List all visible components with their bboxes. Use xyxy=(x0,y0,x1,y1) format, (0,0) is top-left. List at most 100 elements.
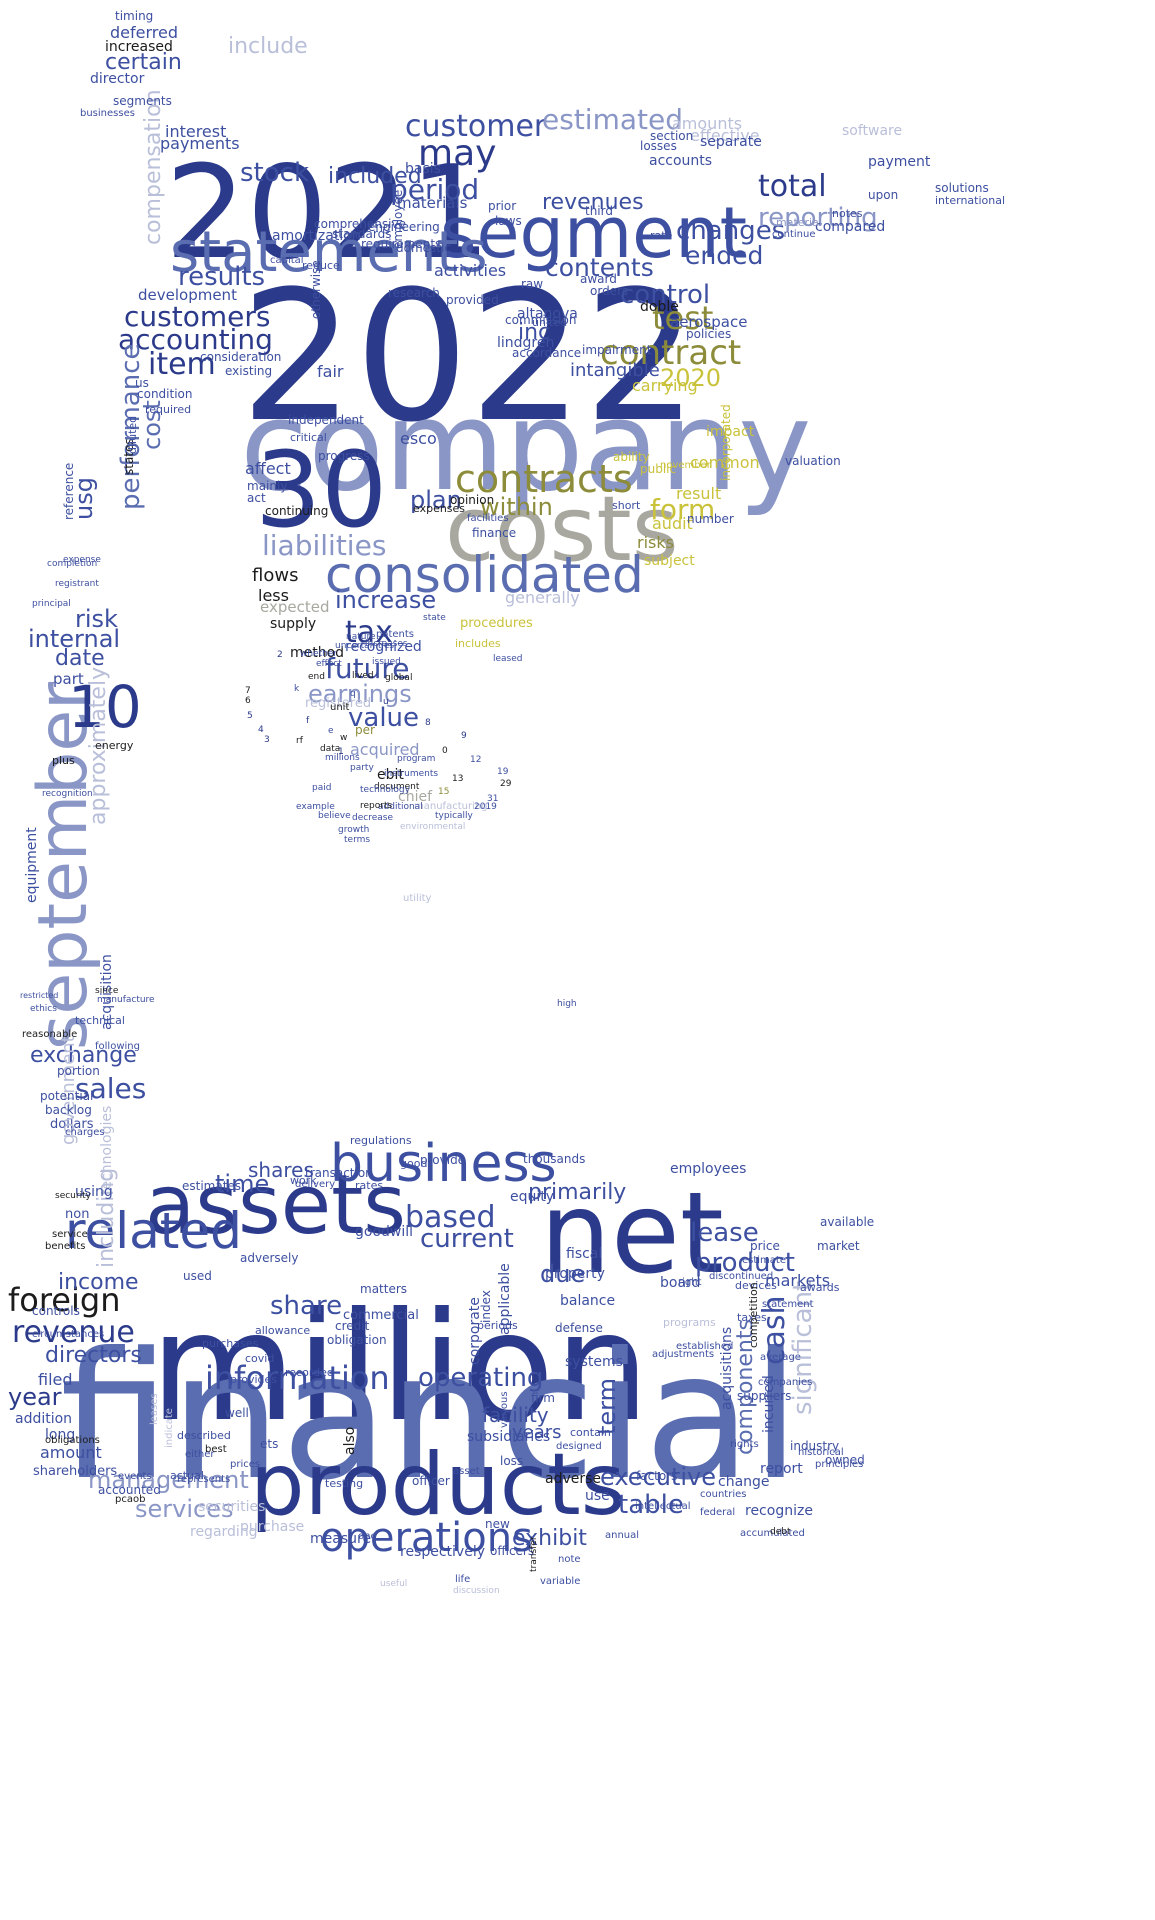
cloud-word-asset: asset xyxy=(453,1466,480,1477)
cloud-word-purchases: purchases xyxy=(202,1337,259,1350)
cloud-word-increase: increase xyxy=(335,586,437,614)
cloud-word-policies: policies xyxy=(686,327,732,341)
cloud-word-based: based xyxy=(405,1200,496,1235)
cloud-word-adverse: adverse xyxy=(545,1471,602,1487)
cloud-word-energy: energy xyxy=(95,739,134,752)
cloud-word-otherwise: otherwise xyxy=(309,260,323,319)
cloud-word-2022: 2022 xyxy=(240,253,699,462)
cloud-word-registrant: registrant xyxy=(55,579,99,589)
cloud-word-short: short xyxy=(612,499,641,512)
cloud-word-information: information xyxy=(205,1359,390,1397)
cloud-word-mainly: mainly xyxy=(247,479,288,493)
cloud-word-exhibit: exhibit xyxy=(512,1526,587,1551)
cloud-word-decrease: decrease xyxy=(352,813,393,823)
cloud-word-product: product xyxy=(695,1248,796,1278)
cloud-word-new: new xyxy=(485,1517,510,1531)
cloud-word-13: 13 xyxy=(452,774,464,784)
cloud-word-number: number xyxy=(687,512,734,526)
cloud-word-5: 5 xyxy=(247,711,253,721)
cloud-word-third: third xyxy=(585,204,613,218)
cloud-word-include: include xyxy=(228,34,308,59)
cloud-word-current: current xyxy=(420,1224,514,1254)
cloud-word-manufacture: manufacture xyxy=(97,995,155,1005)
cloud-word-future: future xyxy=(325,652,410,685)
cloud-word-recognized: recognized xyxy=(345,639,422,655)
cloud-word-customers: customers xyxy=(124,300,271,333)
cloud-word-thousands: thousands xyxy=(523,1152,586,1166)
cloud-word-competition: competition xyxy=(747,1282,760,1348)
cloud-word-officers: officers xyxy=(490,1544,535,1558)
cloud-word-united: united xyxy=(532,316,568,329)
cloud-word-recognize: recognize xyxy=(745,1503,813,1519)
cloud-word-results: results xyxy=(178,262,266,292)
cloud-word-various: various xyxy=(499,1391,510,1428)
cloud-word-terms: terms xyxy=(344,835,371,845)
cloud-word-variable: variable xyxy=(540,1576,581,1587)
cloud-word-prior: prior xyxy=(488,199,517,213)
cloud-word-continuing: continuing xyxy=(265,504,329,518)
cloud-word-q: q xyxy=(350,689,356,699)
cloud-word-rates: rates xyxy=(355,1179,384,1192)
cloud-word-procedures: procedures xyxy=(460,616,533,631)
cloud-word-29: 29 xyxy=(500,779,512,789)
cloud-word-respectively: respectively xyxy=(400,1544,486,1560)
cloud-word-work: work xyxy=(290,1174,317,1187)
cloud-word-risks: risks xyxy=(637,533,674,552)
cloud-word-15: 15 xyxy=(438,787,450,797)
cloud-word-equity: equity xyxy=(510,1189,555,1205)
cloud-word-existing: existing xyxy=(225,364,273,378)
cloud-word-state: state xyxy=(423,613,446,623)
cloud-word-part: part xyxy=(53,670,84,688)
cloud-word-result: result xyxy=(676,484,722,503)
cloud-word-designed: designed xyxy=(556,1441,602,1452)
cloud-word-typically: typically xyxy=(435,811,473,821)
cloud-word-environmental: environmental xyxy=(400,822,466,832)
cloud-word-f: f xyxy=(306,716,310,726)
cloud-word-issued: issued xyxy=(372,657,401,667)
cloud-word-assets: assets xyxy=(145,1158,407,1253)
cloud-word-opinion: opinion xyxy=(450,493,495,507)
cloud-word-method: method xyxy=(290,645,345,661)
cloud-word-also: also xyxy=(342,1426,358,1455)
cloud-word-utility: utility xyxy=(403,893,432,904)
cloud-word-adjustments: adjustments xyxy=(652,1349,715,1360)
cloud-word-0: 0 xyxy=(442,746,448,756)
cloud-word-historical: historical xyxy=(798,1447,844,1458)
cloud-word-critical: critical xyxy=(290,431,327,444)
cloud-word-years: years xyxy=(512,1422,562,1443)
cloud-word-businesses: businesses xyxy=(80,108,135,119)
cloud-word-technology: technology xyxy=(360,785,410,795)
cloud-word-timing: timing xyxy=(115,9,154,23)
cloud-word-solutions: solutions xyxy=(935,181,989,195)
cloud-word-paid: paid xyxy=(312,783,332,793)
cloud-word-suppliers: suppliers xyxy=(737,1389,792,1403)
cloud-word-impact: impact xyxy=(706,424,755,440)
cloud-word-following: following xyxy=(95,1041,140,1052)
cloud-word-markets: markets xyxy=(765,1271,831,1290)
cloud-word-property: property xyxy=(545,1266,605,1282)
cloud-word-factors: factors xyxy=(636,1469,678,1483)
cloud-word-ets: ets xyxy=(260,1437,279,1451)
cloud-word-director: director xyxy=(90,71,145,87)
cloud-word-principles: principles xyxy=(815,1459,864,1470)
cloud-word-discontinued: discontinued xyxy=(709,1271,774,1282)
cloud-word-plus: plus xyxy=(52,754,75,767)
cloud-word-millions: millions xyxy=(325,753,360,763)
cloud-word-audit: audit xyxy=(652,514,693,533)
cloud-word-events: events xyxy=(118,1471,152,1482)
cloud-word-allowance: allowance xyxy=(255,1324,311,1337)
cloud-word-one: one xyxy=(358,1531,377,1542)
cloud-word-testing: testing xyxy=(325,1477,364,1490)
cloud-word-9: 9 xyxy=(461,731,467,741)
cloud-word-patents: patents xyxy=(376,629,415,640)
cloud-word-31: 31 xyxy=(487,794,499,804)
cloud-word-security: security xyxy=(55,1191,91,1201)
cloud-word-contract: contract xyxy=(600,333,742,373)
cloud-word-leases: leases xyxy=(149,1393,160,1425)
cloud-word-segment: segment xyxy=(440,192,748,274)
cloud-word-ebit: ebit xyxy=(377,767,404,783)
cloud-word-regarding: regarding xyxy=(190,1524,258,1540)
cloud-word-impairment: impairment xyxy=(582,343,652,357)
cloud-word-income: income xyxy=(58,1270,139,1295)
